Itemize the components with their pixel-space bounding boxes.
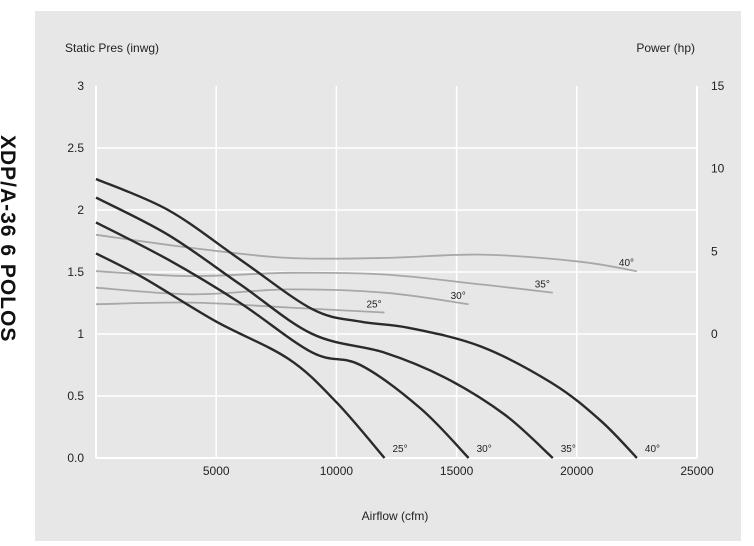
pressure-curve-line xyxy=(95,252,386,459)
x-tick-label: 10000 xyxy=(320,464,354,478)
x-tick-label: 25000 xyxy=(680,464,714,478)
power-curves xyxy=(95,233,638,314)
power-curve-label: 35° xyxy=(535,280,550,291)
x-axis-label: Airflow (cfm) xyxy=(362,509,429,523)
x-tick-label: 5000 xyxy=(203,464,230,478)
pressure-curves xyxy=(95,177,638,459)
pressure-curve-label: 35° xyxy=(561,444,576,455)
y2-tick-label: 5 xyxy=(711,244,718,258)
y-tick-label: 1 xyxy=(77,327,84,341)
curve-labels: 25° 30° 35° 40° 25° 30° 35° 40° xyxy=(366,258,660,455)
pressure-curve-line xyxy=(95,177,638,459)
y2-tick-label: 15 xyxy=(711,79,725,93)
pressure-curve-line xyxy=(95,196,554,459)
tick-labels: 5000 10000 15000 20000 250000.00.511.522.530… xyxy=(67,79,724,478)
y2-tick-label: 10 xyxy=(711,162,725,176)
y2-tick-label: 0 xyxy=(711,327,718,341)
y-tick-label: 2 xyxy=(77,203,84,217)
pressure-curve-label: 30° xyxy=(477,444,492,455)
power-curve-label: 25° xyxy=(366,300,381,311)
x-tick-label: 15000 xyxy=(440,464,474,478)
y2-axis-label: Power (hp) xyxy=(636,41,695,55)
power-curve-line xyxy=(95,233,638,273)
power-curve-line xyxy=(95,286,469,306)
power-curve-line xyxy=(95,301,385,314)
pressure-curve-label: 40° xyxy=(645,444,660,455)
y-tick-label: 0.0 xyxy=(67,451,84,465)
y-tick-label: 2.5 xyxy=(67,141,84,155)
grid xyxy=(96,86,697,458)
y-tick-label: 3 xyxy=(77,79,84,93)
y-tick-label: 1.5 xyxy=(67,265,84,279)
y-tick-label: 0.5 xyxy=(67,389,84,403)
pressure-curve-line xyxy=(95,221,470,459)
power-curve-label: 30° xyxy=(451,291,466,302)
power-curve-line xyxy=(95,270,553,294)
y-axis-label: Static Pres (inwg) xyxy=(65,41,159,55)
x-tick-label: 20000 xyxy=(560,464,594,478)
pressure-curve-label: 25° xyxy=(392,444,407,455)
power-curve-label: 40° xyxy=(619,258,634,269)
